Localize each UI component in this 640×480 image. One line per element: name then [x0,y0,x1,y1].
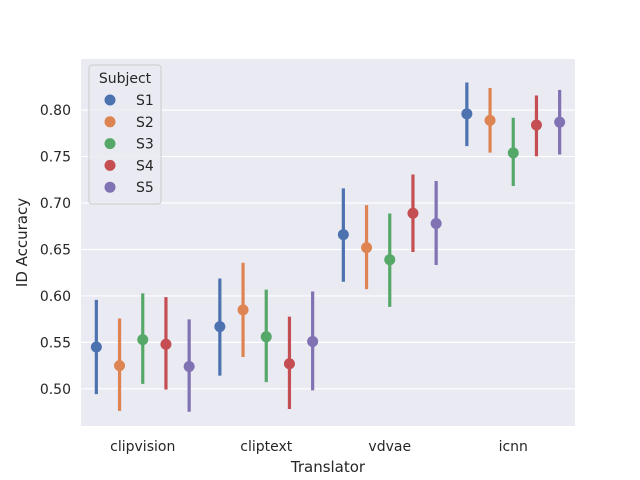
data-point [407,207,419,219]
y-tick-label: 0.55 [40,335,71,351]
legend-title: Subject [99,71,152,87]
y-axis-label: ID Accuracy [13,198,31,287]
legend-items: S1 S2 S3 S4 S5 [104,93,154,196]
data-point [384,254,396,266]
data-point [337,229,349,241]
data-point [160,338,172,350]
series-S4 [160,95,542,410]
data-point [260,331,272,343]
x-tick-label: vdvae [368,439,411,455]
data-point [307,335,319,347]
x-axis-label: Translator [290,458,366,476]
data-point [361,242,373,254]
y-tick-label: 0.50 [40,382,71,398]
legend-marker [104,181,116,193]
series-S2 [114,88,496,411]
y-tick-label: 0.60 [40,289,71,305]
y-tick-label: 0.75 [40,150,71,166]
y-tick-label: 0.80 [40,103,71,119]
data-point [484,114,496,126]
data-point [183,361,195,373]
legend-marker [104,116,116,128]
legend-label: S5 [136,180,154,196]
series-marks [90,82,566,412]
legend-label: S4 [136,158,154,174]
y-tick-label: 0.70 [40,196,71,212]
legend-marker [104,94,116,106]
data-point [530,119,542,131]
x-tick-label: icnn [499,439,528,455]
legend-label: S2 [136,115,154,131]
series-S3 [137,117,519,384]
data-point [554,116,566,128]
x-tick-label: clipvision [110,439,175,455]
x-tick-label: cliptext [240,439,293,455]
data-point [237,304,249,316]
legend: Subject S1 S2 S3 S4 S5 [88,64,162,205]
data-point [461,108,473,120]
series-S1 [90,82,473,395]
legend-marker [104,159,116,171]
legend-marker [104,138,116,150]
data-point [214,321,226,333]
y-tick-label: 0.65 [40,242,71,258]
legend-label: S1 [136,93,154,109]
data-point [283,358,295,370]
data-point [430,217,442,229]
data-point [137,334,149,346]
x-tick-labels: clipvision cliptext vdvae icnn [110,439,528,455]
legend-label: S3 [136,137,154,153]
data-point [90,341,102,353]
data-point [114,360,126,372]
y-tick-labels: 0.50 0.55 0.60 0.65 0.70 0.75 0.80 [40,103,71,398]
series-S5 [183,89,566,412]
data-point [507,147,519,159]
